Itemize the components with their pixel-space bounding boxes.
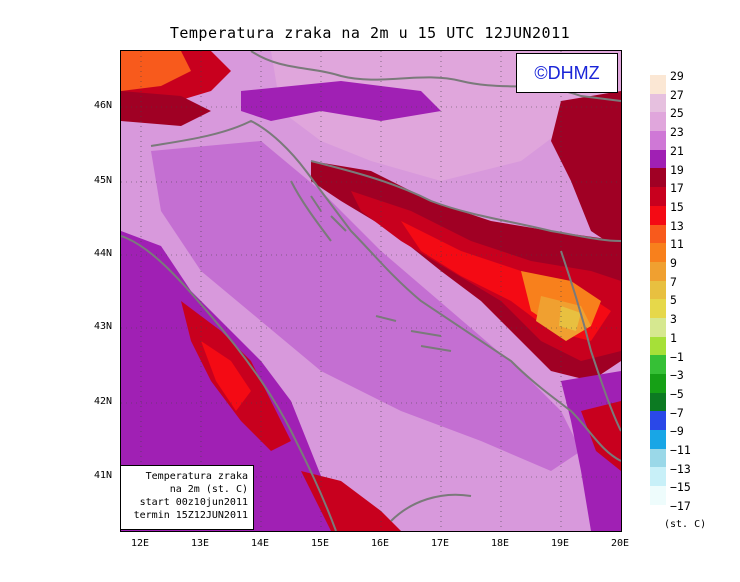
legend-swatch [650,112,666,132]
warm-alps [241,81,441,121]
legend-label: −13 [670,461,691,476]
legend-label: 17 [670,181,684,196]
info-box: Temperatura zraka na 2m (st. C) start 00… [120,465,254,530]
legend-label: −3 [670,368,684,383]
lon-label: 15E [310,538,330,549]
legend-label: −17 [670,499,691,514]
legend-label: 11 [670,237,684,252]
info-line-3: start 00z10jun2011 [139,497,248,508]
sea-adriatic [151,141,581,471]
legend-label: 15 [670,199,684,214]
legend-label: 13 [670,218,684,233]
lon-label: 20E [610,538,630,549]
lon-label: 17E [430,538,450,549]
legend-swatch [650,374,666,393]
info-line-2: na 2m (st. C) [169,484,248,495]
legend-label: −15 [670,480,691,495]
lon-label: 12E [130,538,150,549]
temperature-map [120,50,622,532]
legend-label: 7 [670,274,677,289]
lon-label: 18E [490,538,510,549]
legend-swatch [650,93,666,113]
lat-label: 42N [94,396,113,407]
lat-label: 43N [94,321,113,332]
lon-label: 13E [190,538,210,549]
info-line-1: Temperatura zraka [145,471,248,482]
dhmz-logo: ©DHMZ [516,53,618,93]
lon-label: 19E [550,538,570,549]
legend-swatch [650,317,666,337]
legend-swatch [650,411,666,431]
legend-swatch [650,336,666,356]
legend-label: 29 [670,69,684,83]
legend-swatch [650,168,666,188]
map-canvas [121,51,621,531]
lat-label: 41N [94,470,113,481]
legend-swatch [650,75,666,94]
lat-label: 44N [94,248,113,259]
legend-swatch [650,205,666,225]
graticule [121,51,621,531]
legend-label: 1 [670,330,677,345]
legend-swatch [650,149,666,169]
warm-nw [121,91,211,126]
map-title: Temperatura zraka na 2m u 15 UTC 12JUN20… [169,24,571,42]
legend-label: 21 [670,143,684,158]
legend-swatch [650,392,666,412]
legend-label: 5 [670,293,677,308]
lat-label: 46N [94,100,113,111]
legend-label: −1 [670,349,684,364]
legend-label: 19 [670,162,684,177]
legend-swatch [650,224,666,244]
lon-label: 16E [370,538,390,549]
legend-label: −11 [670,443,691,457]
lon-label: 14E [250,538,270,549]
legend-swatch [650,299,666,318]
legend-swatch [650,131,666,150]
hot-nw-core [121,51,191,91]
legend-swatch [650,243,666,262]
info-line-4: termin 15Z12JUN2011 [133,510,248,521]
legend-units: (st. C) [664,519,707,530]
legend-label: −7 [670,405,684,420]
color-legend [650,75,666,505]
warm-east [551,91,621,251]
legend-label: −9 [670,424,684,439]
legend-swatch [650,448,666,468]
legend-label: 23 [670,125,684,140]
legend-swatch [650,261,666,281]
italy-south-hot [301,471,401,531]
italy-hotter [201,341,251,411]
legend-label: 25 [670,106,684,121]
legend-swatch [650,467,666,487]
legend-label: 3 [670,312,677,327]
legend-swatch [650,430,666,449]
legend-label: −5 [670,386,684,401]
legend-swatch [650,280,666,300]
hottest-peak [559,306,581,331]
islands [310,195,452,352]
legend-swatch [650,486,666,505]
legend-swatch [650,187,666,206]
legend-swatch [650,355,666,374]
legend-label: 9 [670,256,677,270]
lat-label: 45N [94,175,113,186]
legend-label: 27 [670,87,684,102]
